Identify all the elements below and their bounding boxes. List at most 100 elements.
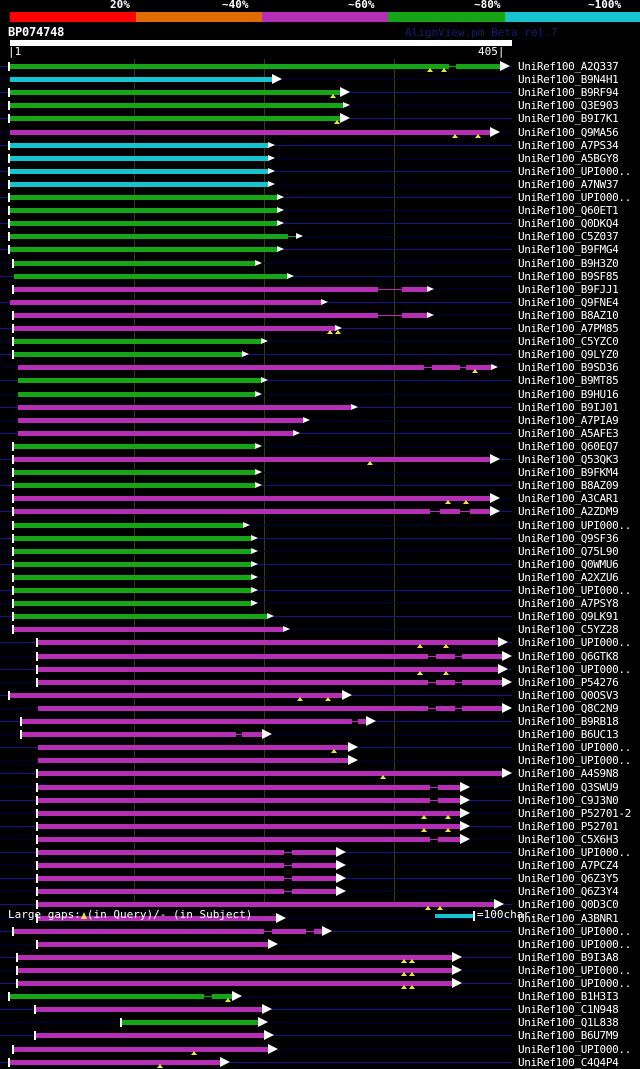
hit-label[interactable]: UniRef100_A7PS34 (518, 138, 619, 152)
hit-label[interactable]: UniRef100_UPI000.. (518, 191, 631, 204)
alignment-row[interactable] (0, 217, 640, 230)
hit-label[interactable]: UniRef100_UPI000.. (518, 741, 631, 755)
hit-label[interactable]: UniRef100_Q0D3C0 (518, 898, 619, 912)
hit-label[interactable]: UniRef100_UPI000.. (518, 584, 631, 597)
alignment-row[interactable] (0, 610, 640, 623)
alignment-row[interactable] (0, 885, 640, 898)
hit-label[interactable]: UniRef100_A7NW37 (518, 177, 619, 191)
alignment-row[interactable] (0, 191, 640, 204)
hit-label[interactable]: UniRef100_A7PIA9 (518, 413, 619, 427)
alignment-row[interactable] (0, 741, 640, 754)
alignment-row[interactable] (0, 335, 640, 348)
hit-label[interactable]: UniRef100_UPI000.. (518, 846, 631, 859)
hit-label[interactable]: UniRef100_C5YZC0 (518, 335, 619, 349)
alignment-row[interactable] (0, 73, 640, 86)
hit-label[interactable]: UniRef100_B9RF94 (518, 86, 619, 100)
alignment-row[interactable] (0, 728, 640, 741)
alignment-row[interactable] (0, 165, 640, 178)
alignment-row[interactable] (0, 597, 640, 610)
hit-label[interactable]: UniRef100_A2ZDM9 (518, 505, 619, 519)
alignment-row[interactable] (0, 414, 640, 427)
alignment-row[interactable] (0, 257, 640, 270)
hit-label[interactable]: UniRef100_Q9LK91 (518, 610, 619, 624)
alignment-row[interactable] (0, 388, 640, 401)
hit-label[interactable]: UniRef100_A7PSY8 (518, 597, 619, 611)
alignment-row[interactable] (0, 139, 640, 152)
hit-label[interactable]: UniRef100_C9J3N0 (518, 793, 619, 807)
alignment-row[interactable] (0, 204, 640, 217)
alignment-row[interactable] (0, 440, 640, 453)
alignment-row[interactable] (0, 650, 640, 663)
alignment-row[interactable] (0, 623, 640, 636)
hit-label[interactable]: UniRef100_A7PCZ4 (518, 859, 619, 873)
hit-label[interactable]: UniRef100_UPI000.. (518, 636, 631, 650)
alignment-row[interactable] (0, 571, 640, 584)
hit-label[interactable]: UniRef100_Q0OSV3 (518, 688, 619, 702)
alignment-row[interactable] (0, 126, 640, 139)
alignment-row[interactable] (0, 112, 640, 125)
alignment-row[interactable] (0, 322, 640, 335)
hit-label[interactable]: UniRef100_UPI000.. (518, 164, 631, 178)
alignment-row[interactable] (0, 283, 640, 296)
hit-label[interactable]: UniRef100_Q9MA56 (518, 125, 619, 139)
hit-label[interactable]: UniRef100_B1H3I3 (518, 990, 619, 1004)
alignment-row[interactable] (0, 401, 640, 414)
hit-label[interactable]: UniRef100_A3CAR1 (518, 492, 619, 506)
alignment-row[interactable] (0, 689, 640, 702)
alignment-row[interactable] (0, 807, 640, 820)
alignment-row[interactable] (0, 492, 640, 505)
alignment-row[interactable] (0, 152, 640, 165)
alignment-row[interactable] (0, 466, 640, 479)
hit-label[interactable]: UniRef100_A7PM85 (518, 322, 619, 335)
hit-label[interactable]: UniRef100_B9IJ01 (518, 400, 619, 414)
hit-label[interactable]: UniRef100_UPI000.. (518, 518, 631, 532)
hit-label[interactable]: UniRef100_UPI000.. (518, 963, 631, 977)
alignment-row[interactable] (0, 296, 640, 309)
hit-label[interactable]: UniRef100_Q3E903 (518, 99, 619, 113)
hit-label[interactable]: UniRef100_Q6Z3Y5 (518, 872, 619, 886)
hit-label[interactable]: UniRef100_A5AFE3 (518, 426, 619, 440)
alignment-row[interactable] (0, 60, 640, 73)
alignment-row[interactable] (0, 505, 640, 518)
hit-label[interactable]: UniRef100_A2XZU6 (518, 570, 619, 584)
alignment-row[interactable] (0, 99, 640, 112)
hit-label[interactable]: UniRef100_Q53QK3 (518, 453, 619, 466)
hit-label[interactable]: UniRef100_Q6GTK8 (518, 649, 619, 663)
alignment-row[interactable] (0, 86, 640, 99)
hit-label[interactable]: UniRef100_UPI000.. (518, 662, 631, 676)
alignment-row[interactable] (0, 898, 640, 911)
alignment-row[interactable] (0, 584, 640, 597)
hit-label[interactable]: UniRef100_B9FJJ1 (518, 282, 619, 296)
alignment-row[interactable] (0, 715, 640, 728)
hit-label[interactable]: UniRef100_C1N948 (518, 1003, 619, 1017)
hit-label[interactable]: UniRef100_C5YZ28 (518, 623, 619, 637)
hit-label[interactable]: UniRef100_B8AZ10 (518, 308, 619, 322)
alignment-row[interactable] (0, 702, 640, 715)
alignment-row[interactable] (0, 794, 640, 807)
hit-label[interactable]: UniRef100_A2Q337 (518, 60, 619, 73)
alignment-row[interactable] (0, 558, 640, 571)
alignment-row[interactable] (0, 767, 640, 780)
hit-label[interactable]: UniRef100_UPI000.. (518, 1042, 631, 1056)
alignment-row[interactable] (0, 479, 640, 492)
alignment-row[interactable] (0, 663, 640, 676)
hit-label[interactable]: UniRef100_P54276 (518, 675, 619, 689)
alignment-row[interactable] (0, 833, 640, 846)
hit-label[interactable]: UniRef100_Q9SF36 (518, 531, 619, 545)
alignment-row[interactable] (0, 230, 640, 243)
alignment-row[interactable] (0, 519, 640, 532)
hit-label[interactable]: UniRef100_B6UC13 (518, 728, 619, 742)
hit-label[interactable]: UniRef100_UPI000.. (518, 754, 631, 768)
alignment-row[interactable] (0, 820, 640, 833)
alignment-row[interactable] (0, 361, 640, 374)
hit-label[interactable]: UniRef100_Q1L838 (518, 1016, 619, 1030)
alignment-row[interactable] (0, 676, 640, 689)
alignment-row[interactable] (0, 427, 640, 440)
hit-label[interactable]: UniRef100_Q75L90 (518, 544, 619, 558)
hit-label[interactable]: UniRef100_Q0WMU6 (518, 557, 619, 571)
alignment-row[interactable] (0, 374, 640, 387)
hit-label[interactable]: UniRef100_B9FKM4 (518, 466, 619, 480)
hit-label[interactable]: UniRef100_B9H3Z0 (518, 256, 619, 270)
hit-label[interactable]: UniRef100_A4S9N8 (518, 767, 619, 781)
hit-label[interactable]: UniRef100_A3BNR1 (518, 911, 619, 925)
